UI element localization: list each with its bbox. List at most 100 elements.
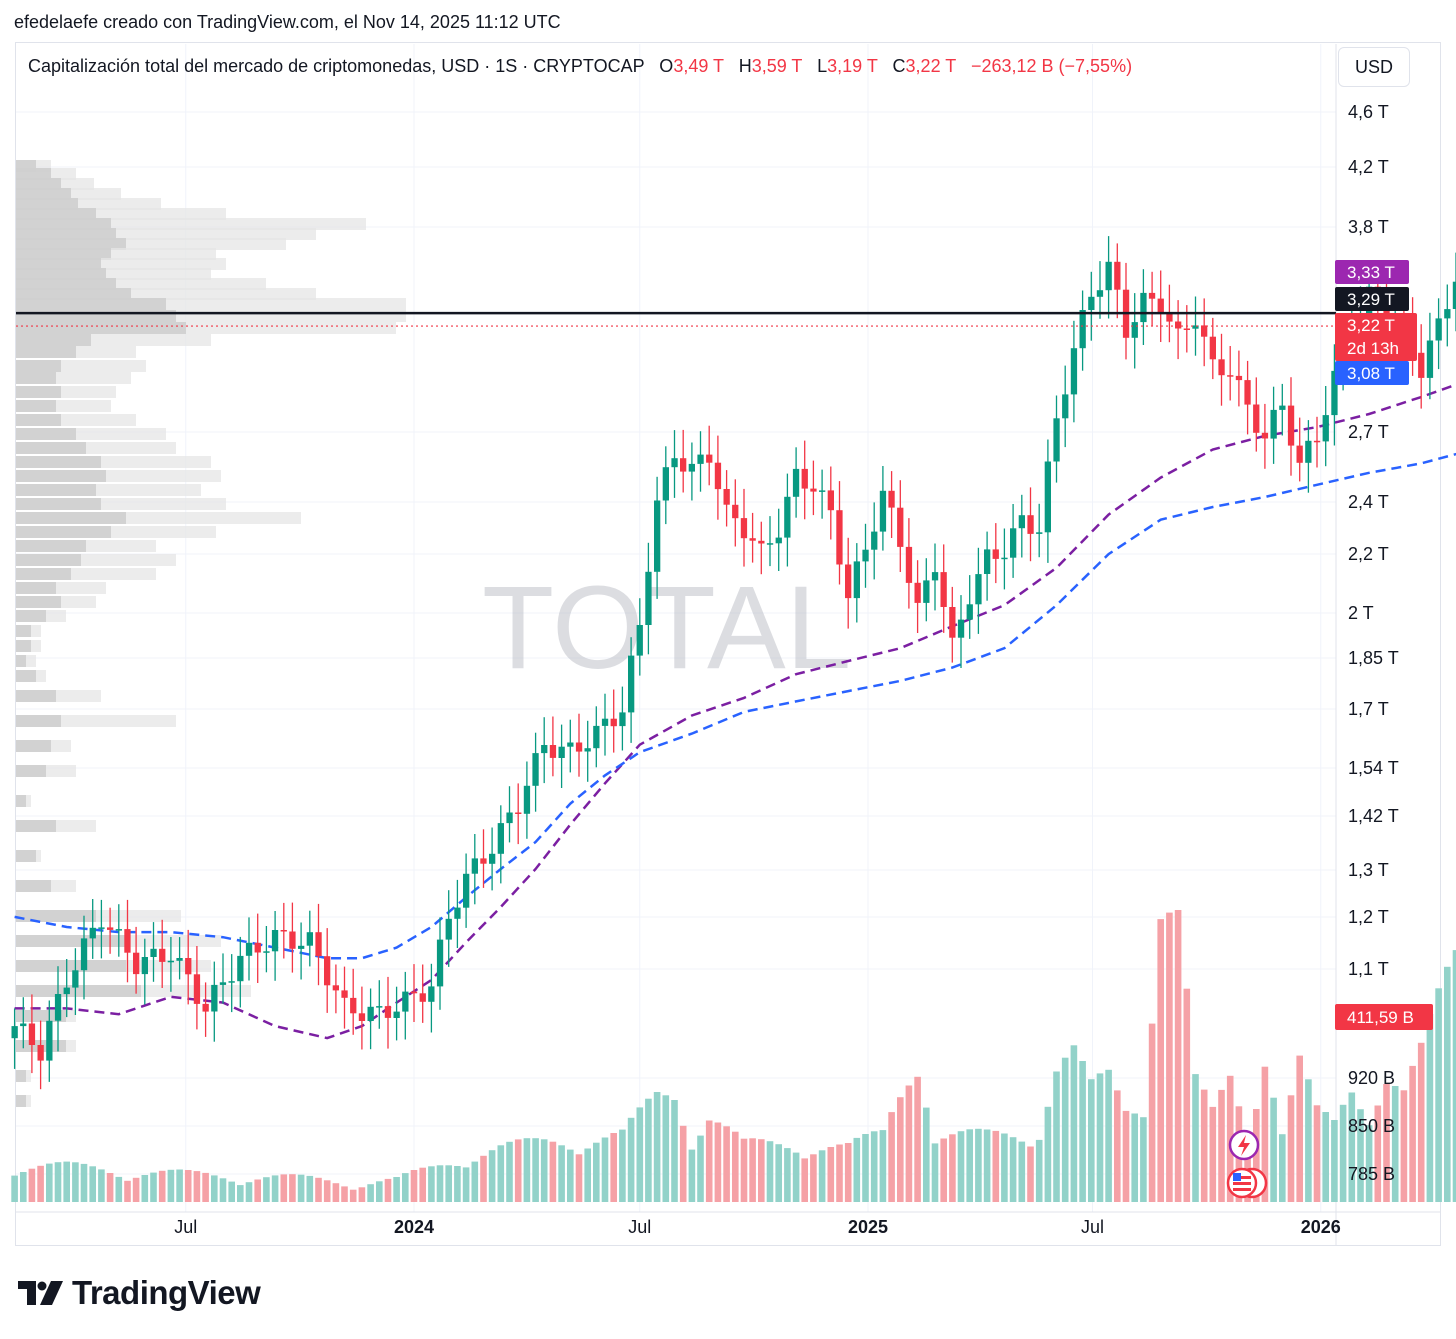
candle[interactable] (350, 968, 357, 1035)
candle[interactable] (1044, 439, 1051, 563)
candle[interactable] (341, 966, 348, 1029)
candle[interactable] (914, 560, 921, 633)
candle[interactable] (1244, 360, 1251, 435)
candle[interactable] (271, 911, 279, 981)
candle[interactable] (115, 904, 122, 957)
candle[interactable] (558, 724, 565, 788)
candle[interactable] (601, 693, 609, 756)
candle[interactable] (1452, 252, 1456, 332)
candle[interactable] (185, 929, 192, 1005)
candle[interactable] (1287, 377, 1295, 476)
candle[interactable] (72, 948, 79, 1015)
candle[interactable] (1122, 262, 1130, 360)
candlesticks[interactable] (11, 131, 1456, 1090)
candle[interactable] (376, 980, 383, 1029)
candle[interactable] (436, 917, 444, 1010)
candle[interactable] (515, 783, 522, 845)
candle[interactable] (211, 961, 218, 1042)
candle[interactable] (905, 518, 913, 609)
candle[interactable] (654, 476, 661, 599)
candle[interactable] (1114, 243, 1121, 319)
candle[interactable] (584, 720, 591, 782)
candle[interactable] (1279, 383, 1286, 436)
candle[interactable] (1435, 298, 1442, 370)
candle[interactable] (393, 986, 400, 1041)
candle[interactable] (827, 466, 834, 540)
candle[interactable] (567, 719, 574, 773)
candle[interactable] (20, 997, 27, 1049)
candle[interactable] (1157, 270, 1164, 343)
candle[interactable] (740, 488, 748, 567)
candle[interactable] (593, 706, 600, 768)
candle[interactable] (1253, 377, 1260, 452)
candle[interactable] (219, 953, 227, 1004)
candle[interactable] (749, 512, 756, 563)
candle[interactable] (237, 936, 244, 1008)
candle[interactable] (506, 786, 513, 843)
candle[interactable] (1418, 324, 1425, 409)
candle[interactable] (923, 558, 930, 622)
candle[interactable] (54, 966, 62, 1052)
candle[interactable] (463, 853, 470, 928)
candle[interactable] (931, 543, 939, 611)
candle[interactable] (167, 937, 174, 992)
candle[interactable] (541, 717, 548, 784)
candle[interactable] (575, 713, 583, 777)
candle[interactable] (89, 899, 96, 959)
candle[interactable] (480, 829, 487, 888)
candle[interactable] (1062, 365, 1069, 448)
candle[interactable] (193, 946, 201, 1030)
candle[interactable] (289, 902, 296, 973)
candle[interactable] (306, 910, 313, 967)
candle[interactable] (1079, 290, 1086, 371)
candle[interactable] (28, 994, 36, 1074)
candle[interactable] (384, 976, 392, 1049)
candle[interactable] (845, 537, 852, 629)
candle[interactable] (775, 508, 782, 571)
candle[interactable] (228, 954, 235, 1013)
candle[interactable] (332, 964, 339, 1014)
candle[interactable] (1053, 395, 1060, 483)
candle[interactable] (957, 595, 965, 668)
candle[interactable] (992, 523, 999, 584)
candle[interactable] (280, 902, 287, 959)
candle[interactable] (1175, 300, 1182, 360)
candle[interactable] (454, 879, 461, 948)
candle[interactable] (732, 479, 739, 547)
candle[interactable] (445, 890, 452, 967)
lightning-event-icon[interactable] (1228, 1129, 1260, 1161)
candle[interactable] (819, 469, 826, 519)
candle[interactable] (714, 435, 722, 520)
candle[interactable] (792, 447, 800, 518)
candle[interactable] (202, 982, 209, 1037)
candle[interactable] (124, 899, 131, 983)
candle[interactable] (428, 963, 435, 1033)
candle[interactable] (245, 917, 253, 981)
time-axis[interactable]: Jul 2024 Jul 2025 Jul 2026 (174, 1217, 1341, 1237)
candle[interactable] (1036, 503, 1043, 558)
candle[interactable] (1227, 346, 1234, 401)
candle[interactable] (1001, 528, 1008, 590)
candle[interactable] (80, 915, 88, 1000)
candle[interactable] (801, 440, 808, 520)
candle[interactable] (1261, 403, 1269, 469)
candle[interactable] (836, 481, 843, 585)
candle[interactable] (1192, 296, 1199, 356)
candle[interactable] (966, 575, 973, 639)
candle[interactable] (1331, 344, 1338, 446)
candle[interactable] (662, 446, 669, 525)
candle[interactable] (897, 480, 904, 572)
candle[interactable] (1322, 386, 1329, 467)
candle[interactable] (1018, 494, 1025, 558)
candle[interactable] (1235, 350, 1243, 407)
candle[interactable] (1140, 269, 1147, 345)
candle[interactable] (879, 466, 887, 551)
candle[interactable] (975, 547, 982, 634)
candle[interactable] (549, 716, 557, 777)
candle[interactable] (402, 971, 409, 1040)
candle[interactable] (298, 922, 305, 980)
candle[interactable] (532, 732, 539, 812)
candle[interactable] (315, 903, 322, 986)
candle[interactable] (1201, 298, 1208, 367)
candle[interactable] (810, 460, 817, 516)
